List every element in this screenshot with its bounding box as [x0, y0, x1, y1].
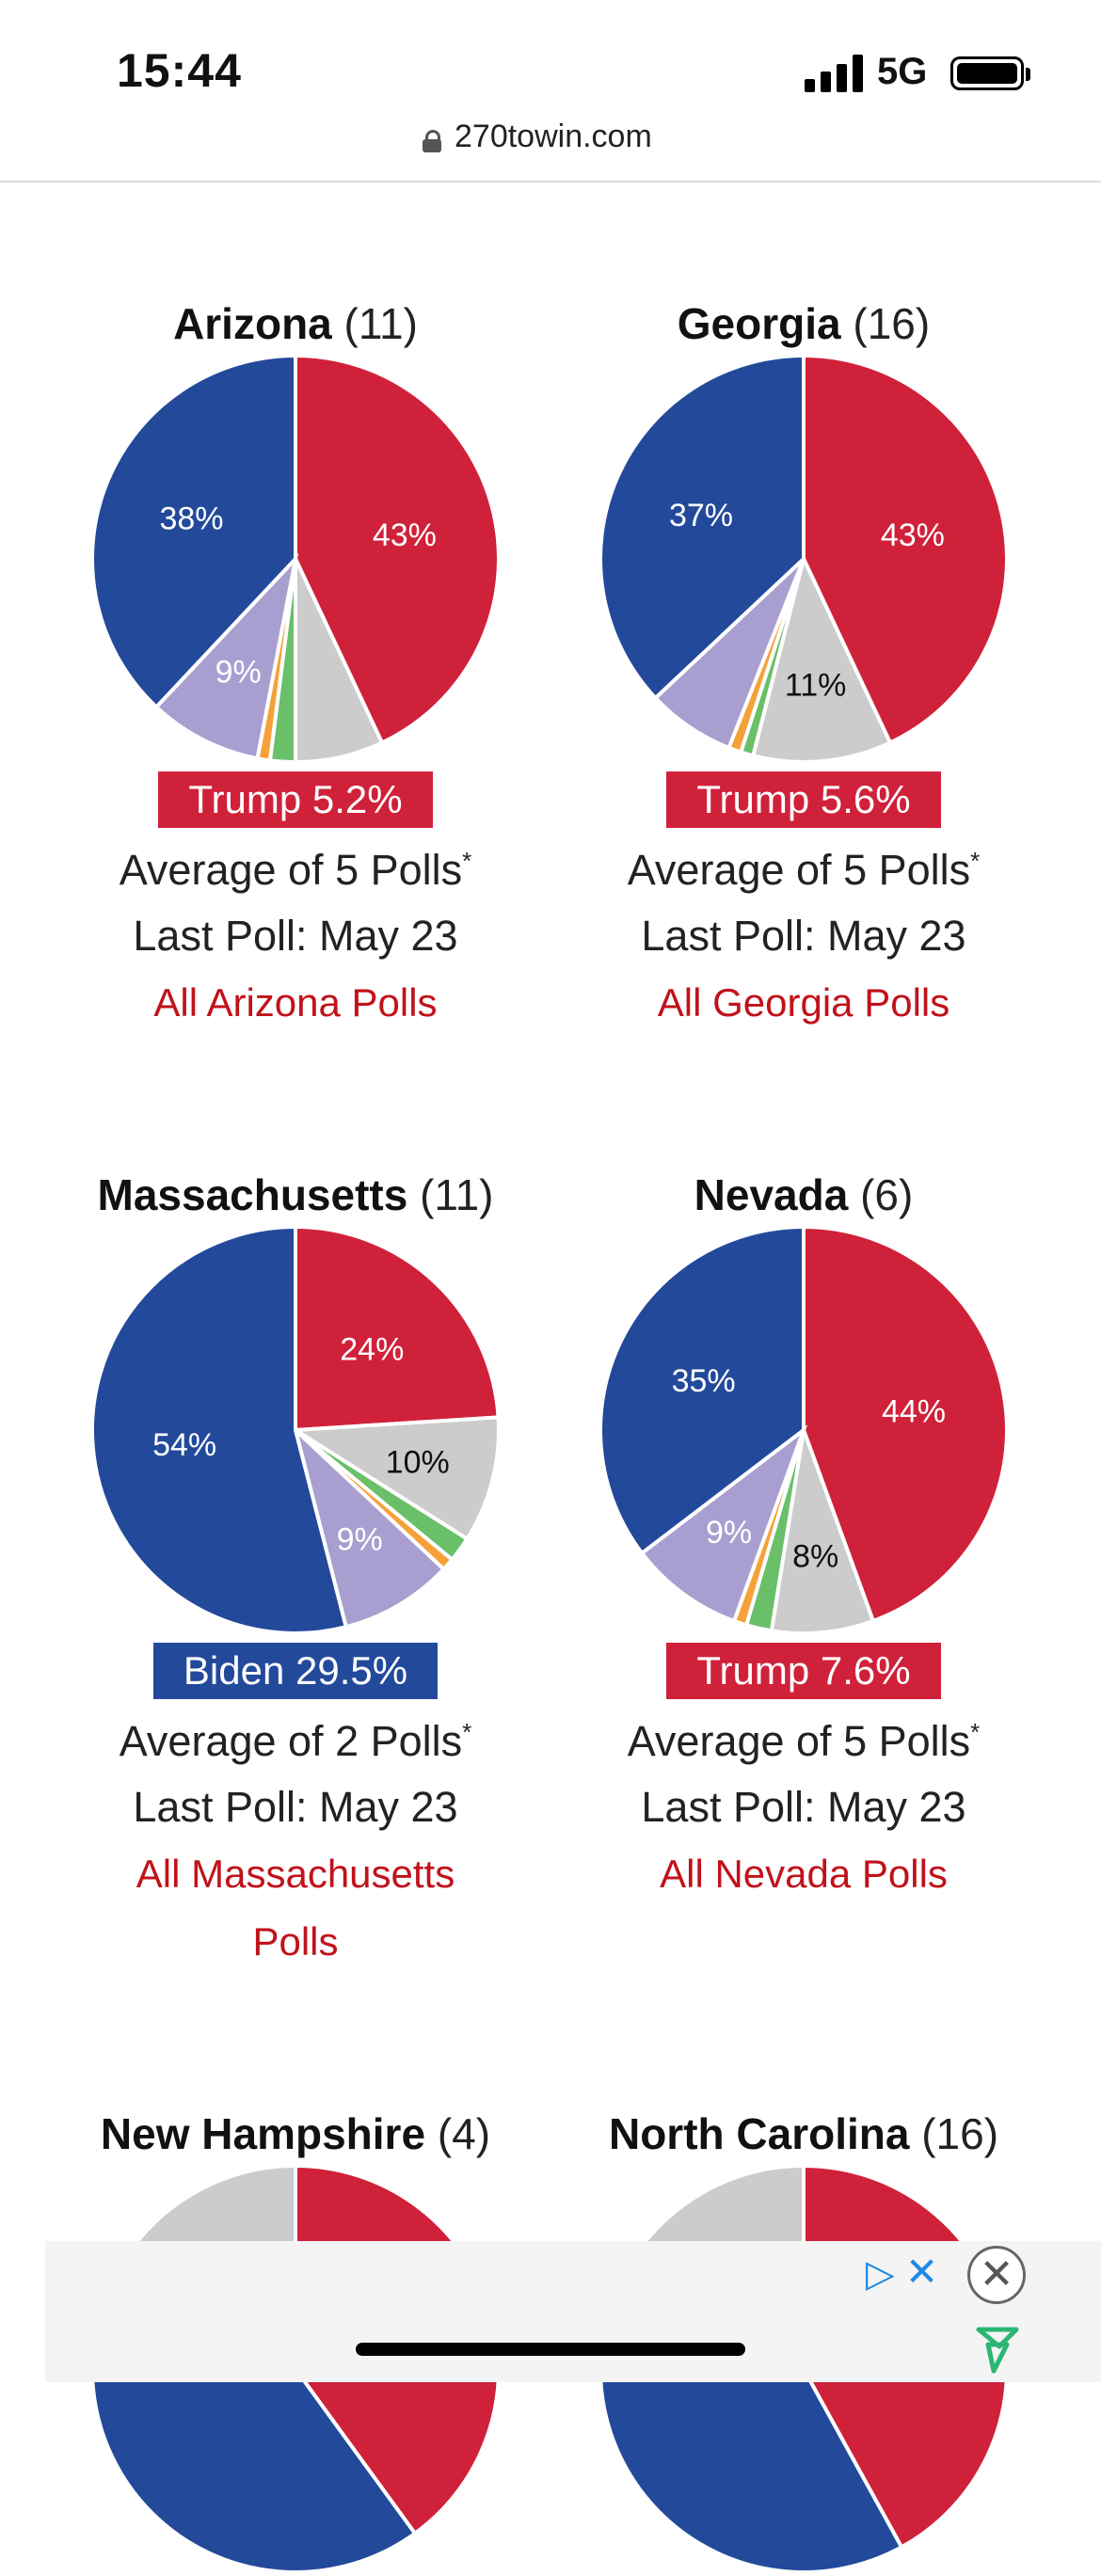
state-title: Massachusetts (11) [51, 1167, 540, 1223]
status-time: 15:44 [117, 44, 242, 97]
ad-logo-icon [976, 2327, 1019, 2374]
pie-slice-undecided [750, 553, 893, 764]
electoral-votes: (11) [420, 1170, 494, 1219]
state-name: Massachusetts [97, 1170, 408, 1219]
pie-label-trump: 44% [882, 1393, 946, 1429]
last-poll: Last Poll: May 23 [133, 1783, 458, 1831]
leader-badge: Biden 29.5% [152, 1643, 439, 1699]
poll-average-text: Average of 5 Polls [119, 846, 463, 894]
state-name: Georgia [677, 299, 841, 348]
footnote-asterisk: * [970, 1718, 981, 1746]
footnote-asterisk: * [462, 1718, 472, 1746]
pie-slice-trump [294, 1224, 501, 1433]
state-card-nevada: Nevada (6) 44% 8% 9% 35% Trump 7.6% Average… [559, 1167, 1048, 1908]
poll-average: Average of 2 Polls* [51, 1699, 540, 1774]
electoral-votes: (6) [860, 1170, 914, 1219]
url-text[interactable]: 270towin.com [455, 119, 652, 154]
electoral-votes: (11) [343, 299, 418, 348]
signal-icon [805, 55, 863, 92]
state-title: North Carolina (16) [559, 2106, 1048, 2162]
state-name: New Hampshire [100, 2109, 426, 2158]
pie-chart-nevada: 44% 8% 9% 35% [598, 1224, 1009, 1635]
last-poll: Last Poll: May 23 [641, 912, 966, 960]
leader-badge: Trump 5.2% [158, 771, 433, 828]
electoral-votes: (16) [853, 299, 931, 348]
electoral-votes: (16) [921, 2109, 999, 2158]
all-polls-link-massachusetts[interactable]: All Massachusetts Polls [136, 1852, 455, 1964]
state-title: Arizona (11) [51, 295, 540, 352]
poll-average-text: Average of 2 Polls [119, 1717, 463, 1765]
pie-slice-undecided [289, 1415, 501, 1542]
all-polls-link-georgia[interactable]: All Georgia Polls [657, 980, 950, 1025]
battery-icon [950, 56, 1024, 90]
pie-slice-biden [598, 1224, 806, 1556]
state-title: Georgia (16) [559, 295, 1048, 352]
status-bar: 15:44 5G [0, 0, 1101, 122]
close-ad-button[interactable]: ✕ [967, 2246, 1026, 2304]
pie-label-undecided: 10% [386, 1444, 450, 1480]
state-title: Nevada (6) [559, 1167, 1048, 1223]
header-divider [0, 181, 1101, 183]
electoral-votes: (4) [437, 2109, 491, 2158]
state-card-arizona: Arizona (11) 43% 9% 38% Trump 5.2% Average… [51, 295, 540, 1037]
pie-label-biden: 38% [159, 501, 223, 536]
pie-slice-biden [90, 353, 297, 710]
poll-average-text: Average of 5 Polls [627, 846, 971, 894]
pie-label-trump: 43% [881, 517, 945, 553]
poll-average: Average of 5 Polls* [559, 828, 1048, 903]
pie-slice-biden [598, 353, 806, 701]
state-name: North Carolina [608, 2109, 910, 2158]
pie-slice-biden [90, 1224, 349, 1635]
pie-label-trump: 43% [373, 517, 437, 553]
pie-label-biden: 54% [152, 1427, 216, 1463]
all-polls-link-arizona[interactable]: All Arizona Polls [153, 980, 438, 1025]
pie-slice-trump [802, 353, 1009, 746]
pie-slice-other [292, 1423, 447, 1630]
pie-label-undecided: 11% [785, 667, 847, 703]
ad-choices-icon[interactable]: ▷ [866, 2253, 895, 2295]
footnote-asterisk: * [970, 847, 981, 875]
pie-label-biden: 37% [669, 498, 733, 533]
state-card-massachusetts: Massachusetts (11) 24% 10% 9% 54% Biden 29.… [51, 1167, 540, 1976]
leader-badge: Trump 5.6% [666, 771, 941, 828]
poll-average-text: Average of 5 Polls [627, 1717, 971, 1765]
pie-label-undecided: 8% [792, 1538, 838, 1574]
last-poll: Last Poll: May 23 [133, 912, 458, 960]
pie-slice-other [639, 1424, 808, 1624]
pie-label-other: 9% [215, 654, 262, 690]
pie-chart-georgia: 43% 11% 37% [598, 353, 1009, 764]
state-name: Nevada [694, 1170, 849, 1219]
battery-cap [1026, 68, 1030, 81]
pie-label-other: 9% [706, 1515, 752, 1550]
state-title: New Hampshire (4) [51, 2106, 540, 2162]
pie-chart-arizona: 43% 9% 38% [90, 353, 501, 765]
home-indicator[interactable] [356, 2343, 745, 2356]
pie-label-trump: 24% [340, 1331, 404, 1367]
pie-slice-trump [802, 1224, 1009, 1624]
poll-average: Average of 5 Polls* [559, 1699, 1048, 1774]
last-poll: Last Poll: May 23 [641, 1783, 966, 1831]
pie-slice-other [153, 552, 299, 761]
leader-badge: Trump 7.6% [666, 1643, 941, 1699]
pie-chart-massachusetts: 24% 10% 9% 54% [90, 1224, 501, 1635]
ad-dismiss-icon[interactable]: ✕ [905, 2250, 939, 2294]
footnote-asterisk: * [462, 847, 472, 875]
all-polls-link-nevada[interactable]: All Nevada Polls [660, 1852, 948, 1896]
ad-banner[interactable] [45, 2241, 1101, 2382]
pie-slice-trump [294, 353, 501, 746]
pie-label-other: 9% [337, 1521, 383, 1557]
pie-label-biden: 35% [672, 1363, 736, 1399]
state-card-georgia: Georgia (16) 43% 11% 37% Trump 5.6% Averag… [559, 295, 1048, 1037]
lock-icon [423, 130, 441, 152]
network-type: 5G [877, 51, 928, 92]
poll-average: Average of 5 Polls* [51, 828, 540, 903]
state-name: Arizona [173, 299, 332, 348]
